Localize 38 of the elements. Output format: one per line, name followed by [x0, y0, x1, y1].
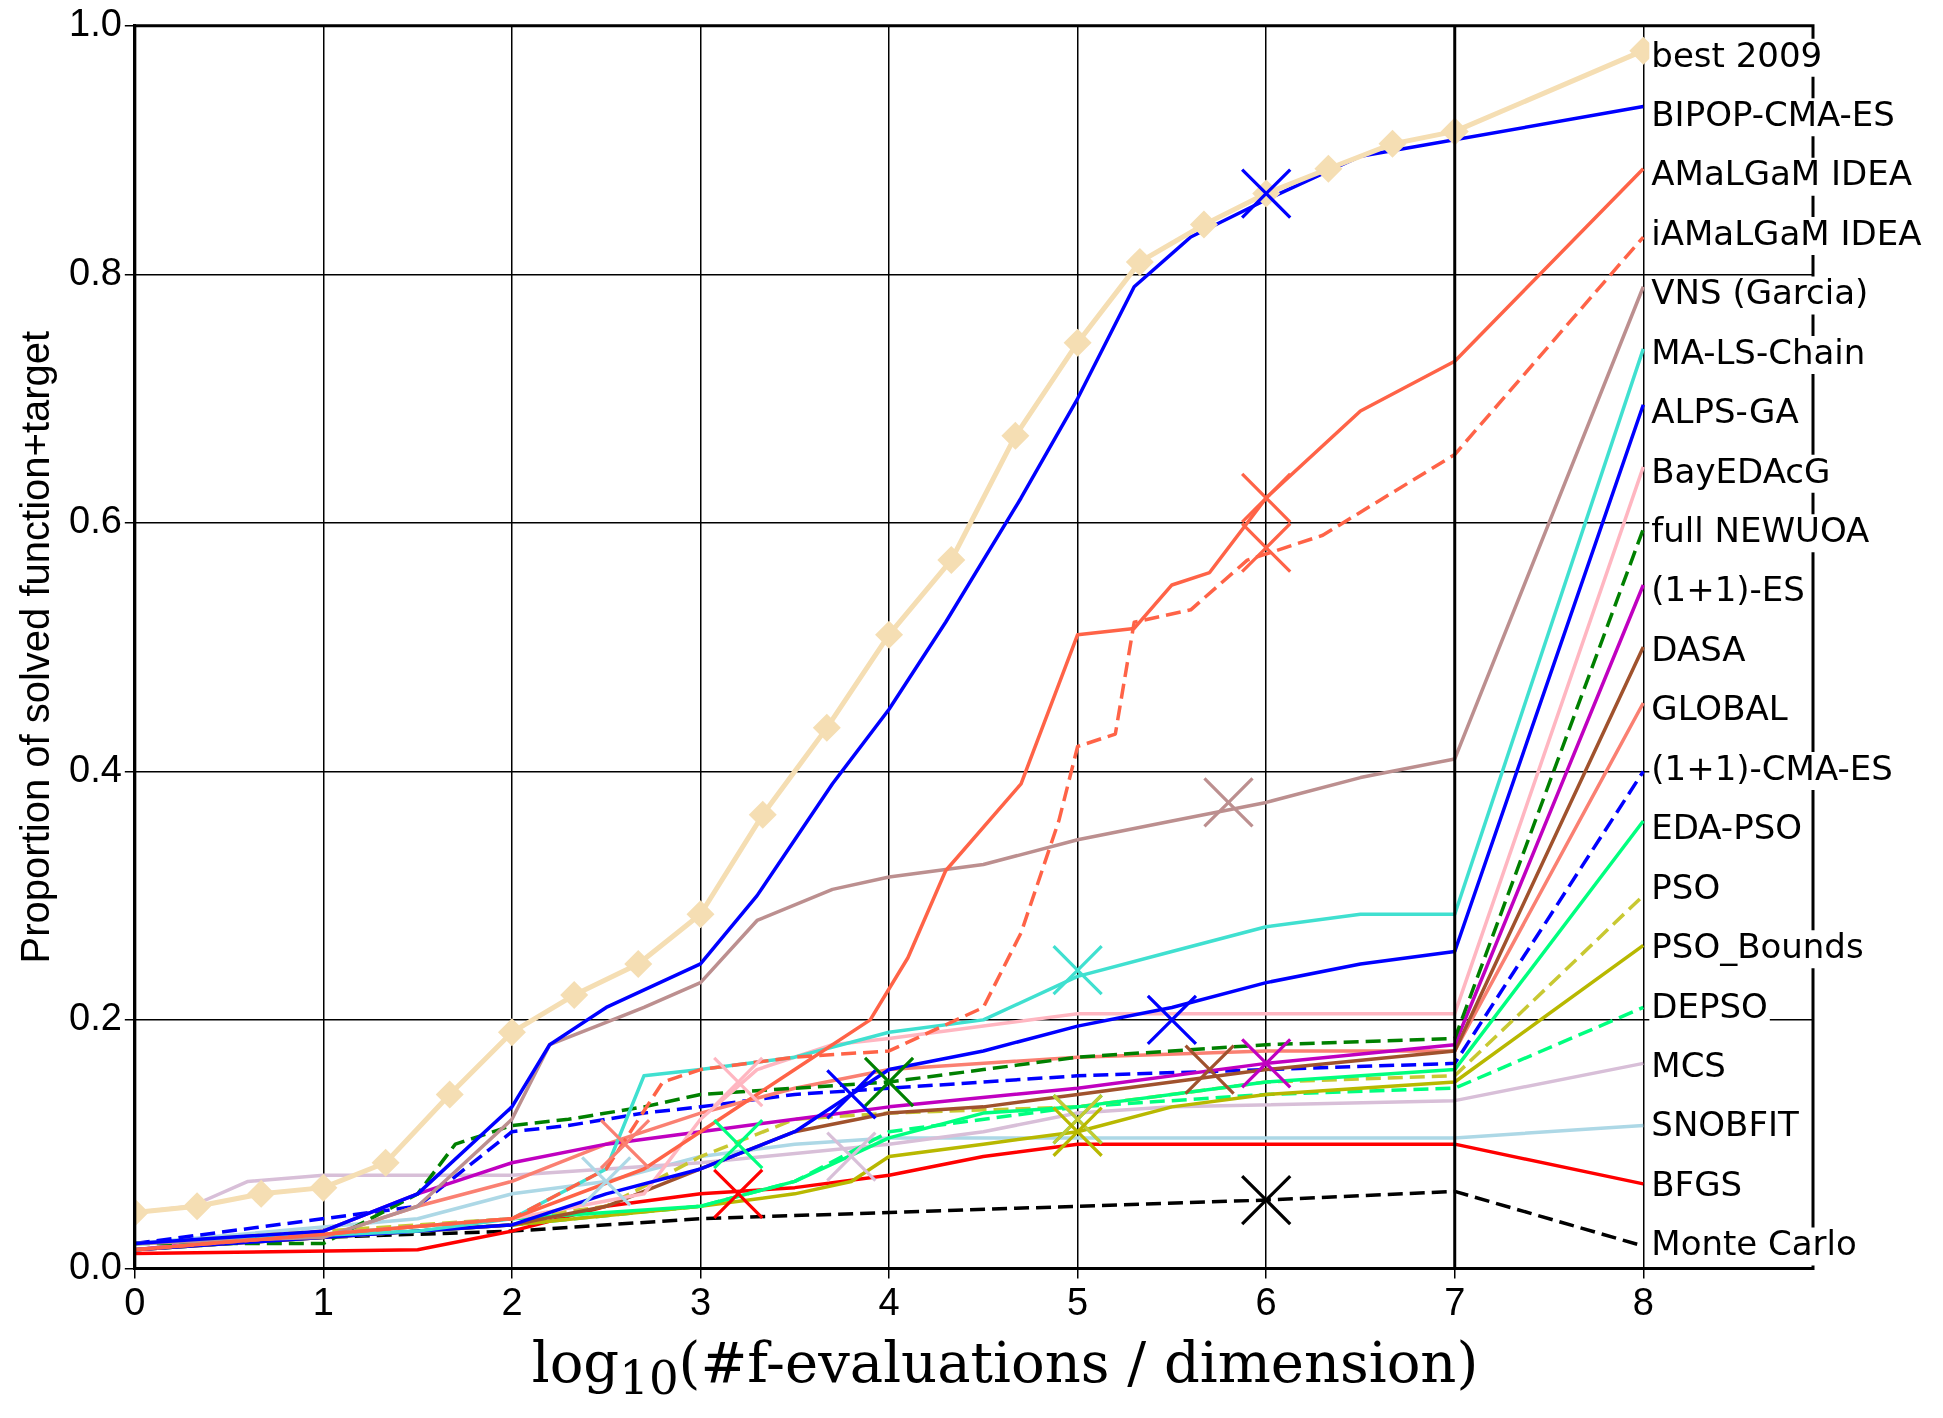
- series-label: best 2009: [1651, 34, 1823, 75]
- series-label: MCS: [1651, 1044, 1726, 1085]
- y-tick-label: 0.8: [69, 250, 122, 293]
- x-tick-label: 8: [1632, 1280, 1654, 1323]
- series-label: (1+1)-ES: [1651, 569, 1805, 610]
- series-label: AMaLGaM IDEA: [1651, 153, 1912, 194]
- x-tick-label: 0: [124, 1280, 146, 1323]
- x-tick-label: 6: [1255, 1280, 1277, 1323]
- series-label: ALPS-GA: [1651, 391, 1799, 432]
- y-axis-title: Proportion of solved function+target: [13, 330, 58, 964]
- y-tick-label: 0.2: [69, 996, 122, 1039]
- x-tick-label: 3: [689, 1280, 712, 1323]
- x-tick-label: 4: [878, 1280, 900, 1323]
- series-label: full NEWUOA: [1651, 510, 1870, 551]
- x-tick-label: 7: [1444, 1280, 1466, 1323]
- series-label: GLOBAL: [1651, 688, 1788, 729]
- x-tick-label: 2: [501, 1280, 523, 1323]
- x-tick-label: 1: [312, 1280, 334, 1323]
- series-label: iAMaLGaM IDEA: [1651, 212, 1922, 253]
- series-label: PSO_Bounds: [1651, 926, 1864, 967]
- series-label: PSO: [1651, 866, 1721, 907]
- y-tick-label: 0.4: [69, 747, 122, 790]
- series-label: DEPSO: [1651, 985, 1768, 1026]
- series-label: BayEDAcG: [1651, 450, 1831, 491]
- series-label: VNS (Garcia): [1651, 272, 1869, 313]
- series-label: BFGS: [1651, 1163, 1743, 1204]
- series-label: MA-LS-Chain: [1651, 331, 1866, 372]
- y-tick-label: 0.6: [69, 499, 122, 542]
- y-tick-label: 1.0: [69, 2, 122, 45]
- series-label: BIPOP-CMA-ES: [1651, 94, 1895, 135]
- series-label: (1+1)-CMA-ES: [1651, 747, 1893, 788]
- y-tick-label: 0.0: [69, 1244, 122, 1287]
- x-tick-label: 5: [1067, 1280, 1089, 1323]
- series-label: SNOBFIT: [1651, 1104, 1799, 1145]
- x-axis-title: log$_{10}$(#f-evaluations / dimension): [530, 1330, 1480, 1406]
- series-label: Monte Carlo: [1651, 1223, 1857, 1264]
- series-label: EDA-PSO: [1651, 807, 1802, 848]
- series-label: DASA: [1651, 628, 1746, 669]
